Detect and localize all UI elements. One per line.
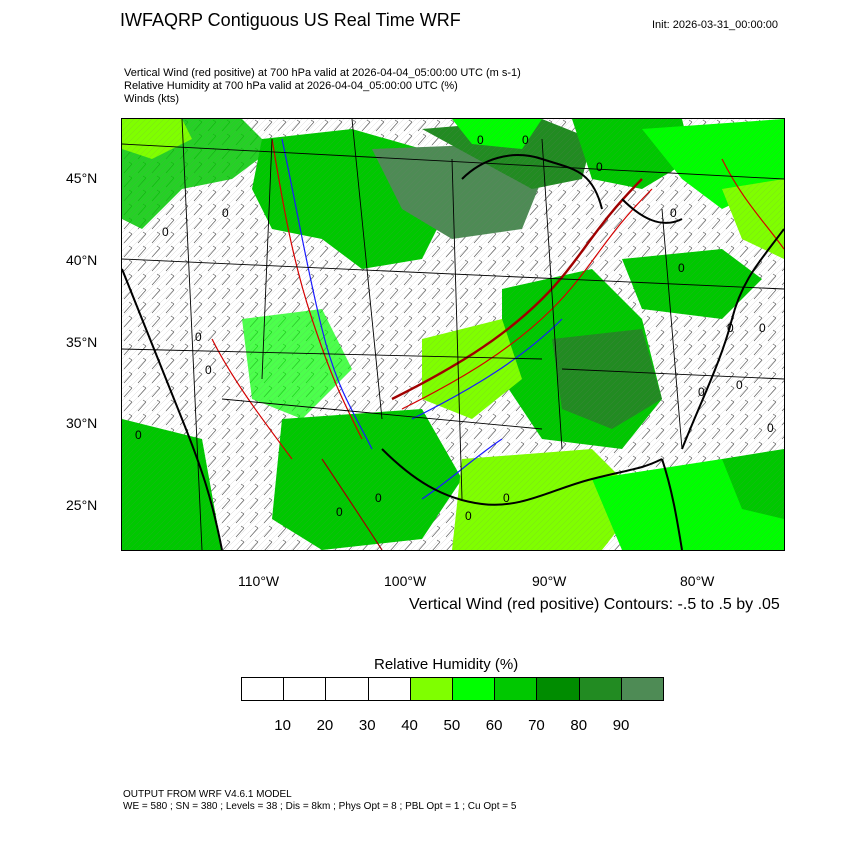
colorbar-tick-label: 50 — [443, 717, 461, 734]
colorbar-box — [284, 678, 327, 700]
colorbar-tick-label: 20 — [316, 717, 334, 734]
contour-label: 0 — [336, 505, 343, 519]
contour-label: 0 — [135, 428, 142, 442]
lon-label-100w: 100°W — [384, 573, 427, 589]
colorbar-tick-label: 30 — [358, 717, 376, 734]
lat-label-25: 25°N — [66, 497, 98, 513]
colorbar-tick-label: 10 — [274, 717, 291, 734]
colorbar-tick-label: 60 — [485, 717, 503, 734]
colorbar — [241, 677, 664, 701]
contour-note: Vertical Wind (red positive) Contours: -… — [409, 596, 780, 613]
footer-config: WE = 580 ; SN = 380 ; Levels = 38 ; Dis … — [123, 801, 517, 812]
subtitle-vertical-wind: Vertical Wind (red positive) at 700 hPa … — [124, 67, 521, 79]
lat-label-35: 35°N — [66, 334, 98, 350]
contour-label: 0 — [477, 133, 484, 147]
contour-label: 0 — [222, 206, 229, 220]
colorbar-box — [537, 678, 580, 700]
page-title: IWFAQRP Contiguous US Real Time WRF — [120, 10, 461, 30]
colorbar-box — [410, 678, 454, 700]
contour-label: 0 — [678, 261, 685, 275]
contour-label: 0 — [375, 491, 382, 505]
contour-label: 0 — [759, 321, 766, 335]
contour-label: 0 — [522, 133, 529, 147]
lon-label-80w: 80°W — [680, 573, 715, 589]
contour-label: 0 — [205, 363, 212, 377]
colorbar-tick-label: 70 — [528, 717, 545, 734]
subtitle-winds: Winds (kts) — [124, 93, 179, 105]
contour-label: 0 — [736, 378, 743, 392]
colorbar-tick-label: 80 — [570, 717, 588, 734]
colorbar-box — [242, 678, 285, 700]
zero-contour-labels: 0 0 0 0 0 0 0 0 0 0 0 0 0 0 0 0 0 0 0 — [135, 133, 774, 523]
map-panel: 0 0 0 0 0 0 0 0 0 0 0 0 0 0 0 0 0 0 0 — [121, 118, 785, 551]
contour-label: 0 — [162, 225, 169, 239]
subtitle-relative-humidity: Relative Humidity at 700 hPa valid at 20… — [124, 80, 458, 92]
colorbar-box — [453, 678, 496, 700]
colorbar-box — [326, 678, 369, 700]
colorbar-tick-label: 40 — [401, 717, 418, 734]
state-boundaries — [122, 119, 784, 550]
lat-label-40: 40°N — [66, 252, 98, 268]
contour-label: 0 — [727, 321, 734, 335]
contour-label: 0 — [596, 160, 603, 174]
contour-label: 0 — [698, 385, 705, 399]
map-canvas: 0 0 0 0 0 0 0 0 0 0 0 0 0 0 0 0 0 0 0 — [122, 119, 784, 550]
contour-label: 0 — [670, 206, 677, 220]
colorbar-title: Relative Humidity (%) — [374, 656, 519, 673]
colorbar-box — [579, 678, 622, 700]
colorbar-tick-label: 90 — [612, 717, 630, 734]
contour-label: 0 — [503, 491, 510, 505]
colorbar-box — [368, 678, 411, 700]
coastlines — [122, 154, 784, 550]
contour-label: 0 — [195, 330, 202, 344]
lon-label-110w: 110°W — [238, 573, 280, 589]
colorbar-box — [495, 678, 538, 700]
lat-label-45: 45°N — [66, 170, 98, 186]
lon-label-90w: 90°W — [532, 573, 567, 589]
colorbar-box — [621, 678, 664, 700]
footer-model: OUTPUT FROM WRF V4.6.1 MODEL — [123, 789, 292, 800]
contour-label: 0 — [465, 509, 472, 523]
vertical-wind-contours — [211, 138, 784, 550]
init-time: Init: 2026-03-31_00:00:00 — [652, 19, 778, 31]
lat-label-30: 30°N — [66, 415, 98, 431]
contour-label: 0 — [767, 421, 774, 435]
